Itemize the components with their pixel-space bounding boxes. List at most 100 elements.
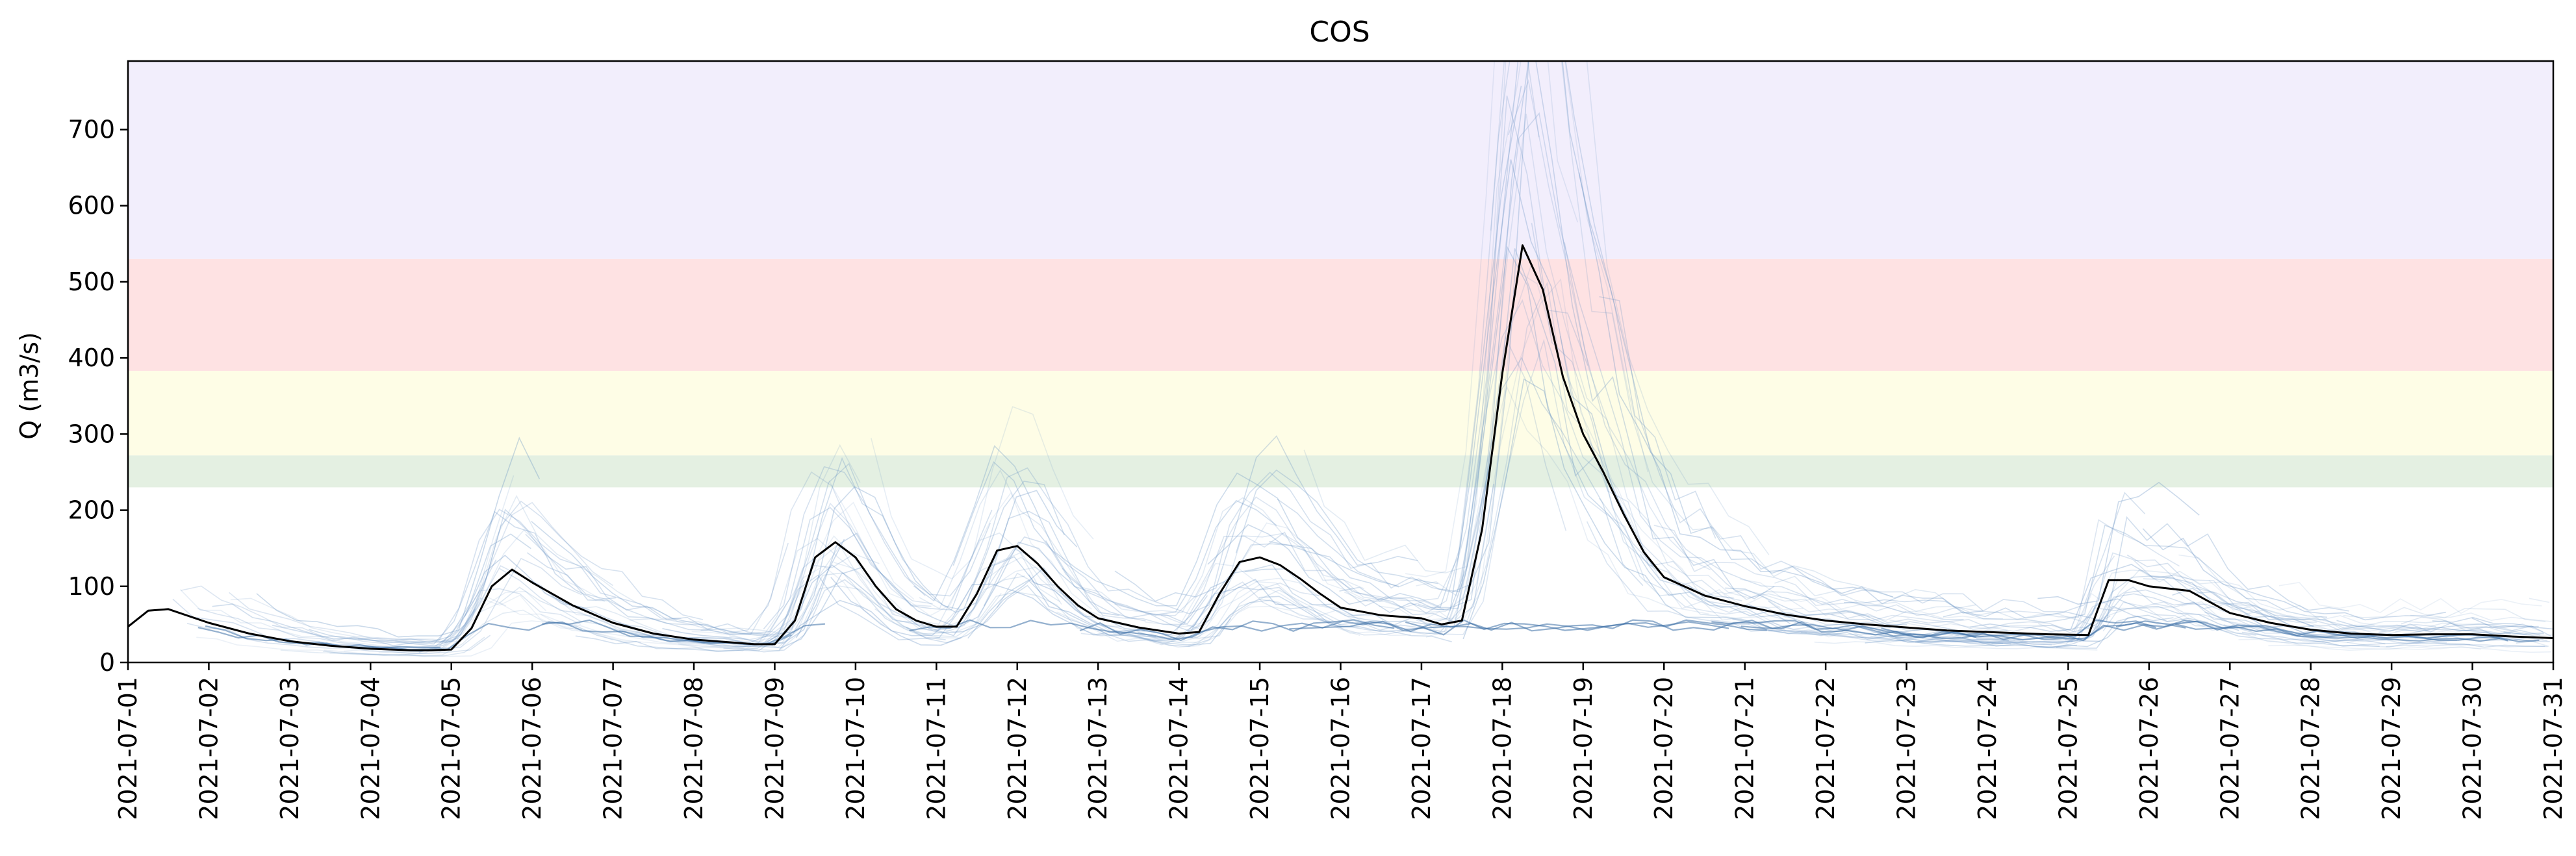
ensemble-member-10 <box>272 510 616 647</box>
x-tick-label: 2021-07-03 <box>275 677 304 820</box>
ensemble-member-122 <box>1768 630 2011 645</box>
ensemble-member-129 <box>1870 635 2073 643</box>
y-tick-label: 300 <box>68 420 115 448</box>
x-tick-label: 2021-07-16 <box>1327 677 1355 820</box>
ensemble-member-14 <box>329 620 613 657</box>
ensemble-member-21 <box>378 594 763 653</box>
ensemble-member-58 <box>874 589 1340 643</box>
ensemble-member-52 <box>828 480 1092 616</box>
x-tick-label: 2021-07-07 <box>599 677 628 820</box>
ensemble-member-38 <box>662 538 845 644</box>
ensemble-member-127 <box>1843 516 2349 622</box>
ensemble-member-135 <box>1976 598 2239 644</box>
x-tick-label: 2021-07-02 <box>194 677 223 820</box>
observed-line <box>128 244 2553 651</box>
ensemble-member-187 <box>2175 623 2540 643</box>
ensemble-member-11 <box>230 475 515 642</box>
threshold-band-2 <box>128 371 2553 456</box>
y-tick-label: 0 <box>99 648 115 677</box>
threshold-band-4 <box>128 61 2553 259</box>
ensemble-member-161 <box>2268 644 2551 653</box>
x-tick-label: 2021-07-23 <box>1893 677 1921 820</box>
x-tick-label: 2021-07-01 <box>114 677 142 820</box>
ensemble-member-146 <box>2072 552 2436 631</box>
x-tick-label: 2021-07-30 <box>2458 677 2487 820</box>
threshold-band-3 <box>128 258 2553 371</box>
ensemble-member-155 <box>2178 554 2421 629</box>
x-tick-label: 2021-07-20 <box>1650 677 1678 820</box>
ensemble-member-184 <box>205 619 792 651</box>
ensemble-member-115 <box>1740 579 2003 620</box>
ensemble-member-64 <box>997 572 1321 640</box>
ensemble-member-63 <box>952 461 1277 616</box>
ensemble-member-137 <box>1943 524 2328 623</box>
ensemble-member-101 <box>1425 385 1709 638</box>
x-tick-label: 2021-07-18 <box>1488 677 1516 820</box>
threshold-band-1 <box>128 455 2553 488</box>
ensemble-member-6 <box>179 529 606 649</box>
threshold-bands <box>128 61 2553 488</box>
x-tick-label: 2021-07-04 <box>356 677 385 820</box>
x-tick-label: 2021-07-17 <box>1407 677 1436 820</box>
ensemble-member-59 <box>919 469 1364 613</box>
ensemble-member-53 <box>833 562 1320 638</box>
y-axis: 0 100 200 300 400 500 600 700 <box>68 115 128 677</box>
ensemble-member-94 <box>1418 112 1964 620</box>
ensemble-member-106 <box>1564 61 1716 539</box>
ensemble-member-75 <box>1114 61 1540 616</box>
ensemble-member-90 <box>1269 61 1775 609</box>
ensemble-member-154 <box>2208 579 2553 636</box>
x-tick-label: 2021-07-19 <box>1569 677 1598 820</box>
ensemble-member-111 <box>1661 579 1824 632</box>
ensemble-member-22 <box>418 588 581 653</box>
ensemble-member-54 <box>791 548 1095 632</box>
observed-series <box>128 244 2553 651</box>
ensemble-member-70 <box>1062 95 1588 625</box>
ensemble-member-186 <box>1289 619 1977 638</box>
y-tick-label: 600 <box>68 192 115 220</box>
ensemble-member-20 <box>444 462 991 644</box>
ensemble-member-57 <box>906 585 1452 648</box>
ensemble-series <box>172 61 2553 657</box>
x-tick-label: 2021-07-06 <box>518 677 546 820</box>
ensemble-member-132 <box>1831 555 2115 633</box>
ensemble-member-16 <box>357 509 682 642</box>
ensemble-member-105 <box>1507 79 1711 571</box>
y-tick-label: 500 <box>68 268 115 296</box>
ensemble-member-65 <box>983 536 1146 622</box>
x-tick-label: 2021-07-12 <box>1003 677 1032 820</box>
x-tick-label: 2021-07-11 <box>922 677 950 820</box>
ensemble-member-24 <box>440 500 704 643</box>
ensemble-member-157 <box>2308 625 2511 636</box>
ensemble-member-74 <box>1114 435 1418 602</box>
ensemble-member-78 <box>1139 583 1342 643</box>
ensemble-member-93 <box>1379 278 1804 627</box>
ensemble-member-61 <box>966 467 1473 614</box>
ensemble-member-95 <box>1344 114 1870 618</box>
ensemble-member-12 <box>212 603 476 647</box>
x-tick-label: 2021-07-14 <box>1165 677 1193 820</box>
ensemble-member-164 <box>2386 644 2548 648</box>
ensemble-member-49 <box>778 599 962 650</box>
ensemble-member-181 <box>2115 620 2501 642</box>
ensemble-member-51 <box>795 532 1120 638</box>
ensemble-member-165 <box>2378 627 2541 636</box>
ensemble-member-87 <box>1303 61 1770 573</box>
x-tick-label: 2021-07-25 <box>2054 677 2082 820</box>
x-tick-label: 2021-07-21 <box>1731 677 1759 820</box>
ensemble-member-19 <box>399 565 804 652</box>
ensemble-member-27 <box>525 534 789 634</box>
chart-title: COS <box>1309 16 1370 49</box>
ensemble-member-17 <box>322 636 485 657</box>
ensemble-member-43 <box>729 502 932 640</box>
x-tick-label: 2021-07-26 <box>2135 677 2163 820</box>
ensemble-member-124 <box>1748 592 2234 645</box>
x-tick-label: 2021-07-24 <box>1973 677 2002 820</box>
ensemble-member-130 <box>1865 614 2209 649</box>
ensemble-member-104 <box>1564 242 2111 633</box>
ensemble-member-96 <box>1405 61 1649 577</box>
ensemble-member-174 <box>2401 616 2543 633</box>
x-tick-label: 2021-07-27 <box>2215 677 2244 820</box>
ensemble-member-173 <box>2410 612 2552 622</box>
